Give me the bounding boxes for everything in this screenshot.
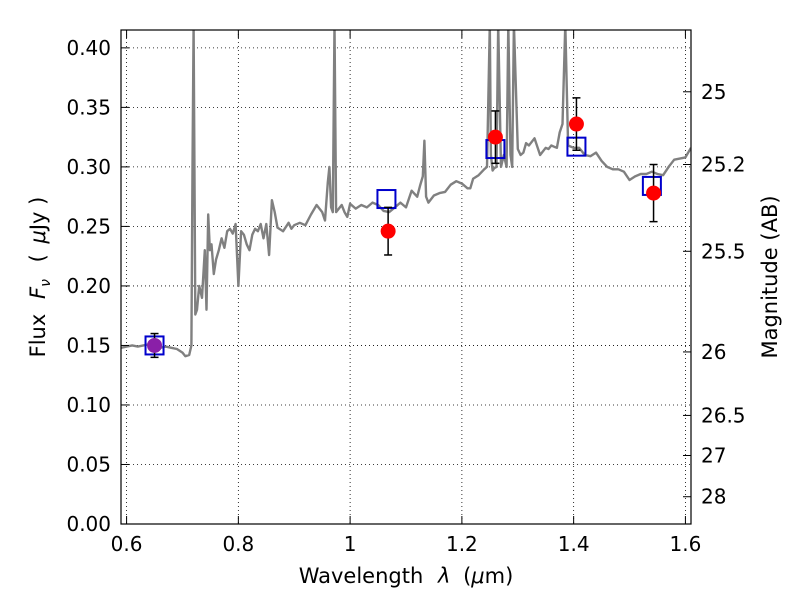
observed-point-marker xyxy=(646,185,662,201)
observed-point-marker xyxy=(380,223,396,239)
y2-tick-label: 25 xyxy=(701,80,726,104)
y2-tick-label: 26.5 xyxy=(701,403,746,427)
x-tick-label: 0.6 xyxy=(111,532,143,556)
y-axis-label-text: Flux xyxy=(26,314,50,358)
y2-tick-label: 25.5 xyxy=(701,239,746,263)
y-axis-label: Flux Fν ( μJy ) xyxy=(26,197,55,358)
y-axis-label-unit-rest: Jy ) xyxy=(26,197,50,233)
y2-tick-label: 28 xyxy=(701,485,726,509)
observed-point-marker xyxy=(568,116,584,132)
y-tick-label: 0.05 xyxy=(66,452,111,476)
spectrum-line xyxy=(121,30,691,358)
x-tick-label: 1 xyxy=(344,532,357,556)
plot-area xyxy=(121,30,691,359)
y-tick-label: 0.25 xyxy=(66,214,111,238)
x-axis-label-text: Wavelength xyxy=(299,564,424,588)
x-axis-label: Wavelength λ (μm) xyxy=(299,564,514,588)
y-tick-label: 0.15 xyxy=(66,333,111,357)
y-axis-label-symbol-sub: ν xyxy=(38,279,54,287)
x-axis-label-symbol: λ xyxy=(437,564,450,588)
x-tick-label: 0.8 xyxy=(222,532,254,556)
x-axis-label-unit-mu: μ xyxy=(470,564,484,588)
x-tick-label: 1.6 xyxy=(670,532,702,556)
y-tick-label: 0.20 xyxy=(66,274,111,298)
observed-points xyxy=(147,97,662,359)
x-axis-label-unit-open: ( xyxy=(463,564,471,588)
x-axis-label-unit-rest: m) xyxy=(485,564,514,588)
x-tick-label: 1.4 xyxy=(558,532,590,556)
observed-point-marker xyxy=(487,129,503,145)
observed-point-marker xyxy=(147,337,163,353)
y-tick-label: 0.30 xyxy=(66,155,111,179)
y2-axis-label: Magnitude (AB) xyxy=(758,195,782,358)
x-tick-label: 1.2 xyxy=(446,532,478,556)
y2-tick-label: 25.2 xyxy=(701,152,746,176)
y-tick-label: 0.35 xyxy=(66,95,111,119)
y-tick-label: 0.40 xyxy=(66,36,111,60)
y-axis-label-unit-open: ( xyxy=(26,254,50,262)
y-tick-label: 0.10 xyxy=(66,393,111,417)
axis-ticks: 0.6 0.8 1 1.2 1.4 1.6 0.00 0.05 0.10 0.15 0.20 0.25… xyxy=(66,30,746,556)
y-axis-label-unit-mu: μ xyxy=(26,230,50,244)
y2-tick-label: 26 xyxy=(701,340,726,364)
y-axis-label-symbol: F xyxy=(26,286,50,299)
y-tick-label: 0.00 xyxy=(66,512,111,536)
y2-tick-label: 27 xyxy=(701,443,726,467)
plot-frame xyxy=(120,29,692,525)
